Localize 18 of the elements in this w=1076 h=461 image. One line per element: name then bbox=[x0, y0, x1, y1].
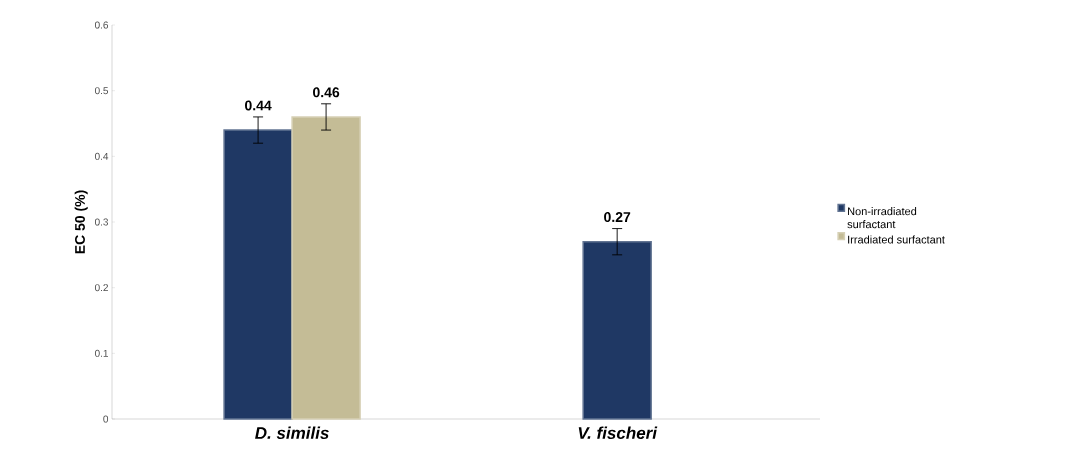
y-axis-title: EC 50 (%) bbox=[74, 190, 88, 254]
legend-label: Irradiated surfactant bbox=[848, 235, 945, 244]
x-tick-label: V. fischeri bbox=[578, 426, 658, 440]
y-tick-label: 0.2 bbox=[94, 284, 108, 292]
bar bbox=[582, 240, 652, 420]
x-tick-label: D. similis bbox=[255, 426, 329, 440]
y-tick-label: 0 bbox=[103, 415, 109, 423]
y-tick-label: 0.1 bbox=[94, 349, 108, 357]
y-tick-label: 0.3 bbox=[94, 218, 109, 226]
bar bbox=[223, 129, 293, 420]
data-label: 0.44 bbox=[245, 100, 272, 111]
bar bbox=[291, 116, 361, 420]
legend-label: Non-irradiated surfactant bbox=[847, 207, 917, 229]
y-tick-label: 0.6 bbox=[94, 21, 109, 29]
y-tick-label: 0.5 bbox=[94, 87, 109, 95]
y-tick-label: 0.4 bbox=[94, 152, 109, 160]
data-label: 0.46 bbox=[313, 87, 340, 98]
data-label: 0.27 bbox=[604, 212, 631, 223]
